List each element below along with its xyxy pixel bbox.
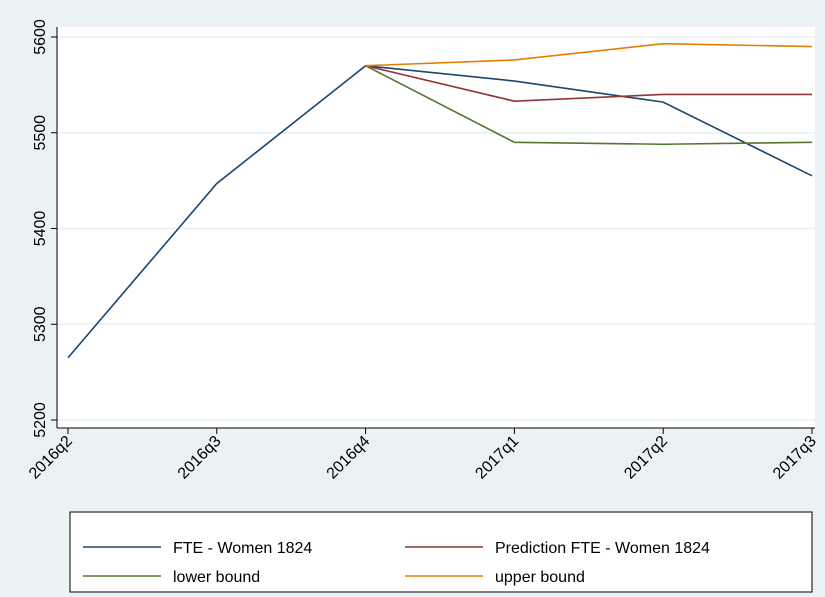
y-tick-label: 5600 <box>32 19 49 55</box>
line-series <box>365 64 812 102</box>
y-tick-label: 5200 <box>32 402 49 438</box>
line-series <box>67 64 813 359</box>
y-tick-label: 5300 <box>32 306 49 342</box>
line-series <box>365 65 813 146</box>
legend-label: Prediction FTE - Women 1824 <box>495 540 710 557</box>
y-tick-label: 5400 <box>32 211 49 247</box>
legend-label: lower bound <box>173 569 260 586</box>
legend-label: FTE - Women 1824 <box>173 540 312 557</box>
plot-area <box>57 27 815 428</box>
legend-label: upper bound <box>495 569 585 586</box>
y-tick-label: 5500 <box>32 115 49 151</box>
line-series <box>365 42 813 67</box>
legend <box>69 511 813 593</box>
